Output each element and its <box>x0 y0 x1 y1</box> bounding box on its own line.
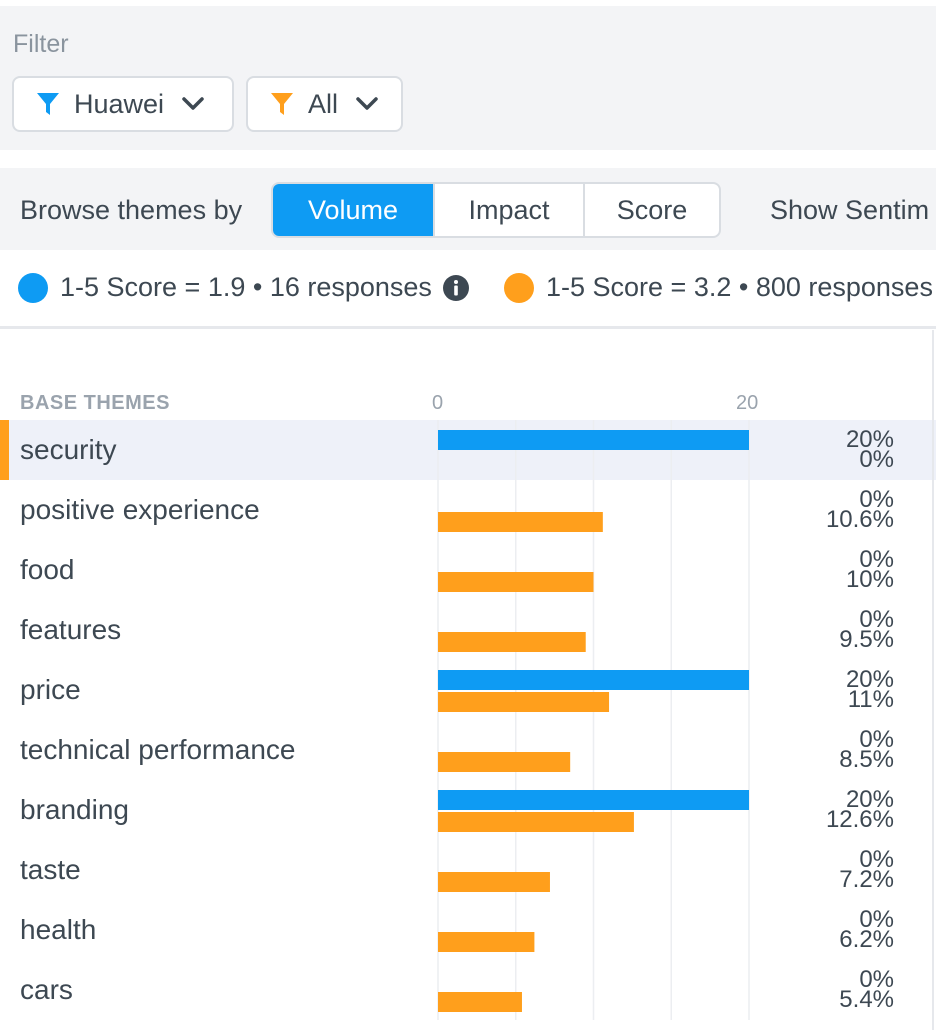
bar-orange[interactable] <box>438 632 586 652</box>
browse-mode-segmented-control: Volume Impact Score <box>271 182 721 238</box>
info-icon[interactable] <box>442 274 470 302</box>
show-sentiment-toggle[interactable]: Show Sentim <box>770 195 930 225</box>
theme-row[interactable]: cars 0% 5.4% <box>0 960 936 1020</box>
theme-label: positive experience <box>20 494 260 525</box>
theme-row[interactable]: food 0% 10% <box>0 540 936 600</box>
bar-blue[interactable] <box>438 790 749 810</box>
chart-bars-svg <box>437 330 934 1030</box>
value-label: 10% <box>845 566 894 593</box>
legend-dot-blue <box>18 272 48 303</box>
legend-text: 1-5 Score = 1.9 • 16 responses <box>60 272 432 302</box>
bar-orange[interactable] <box>438 812 634 832</box>
browse-themes-label: Browse themes by <box>20 195 243 225</box>
value-label: 10.6% <box>825 506 894 533</box>
value-label: 7.2% <box>839 866 894 893</box>
value-label: 0% <box>859 446 894 473</box>
x-axis-tick: 0 <box>432 392 444 414</box>
filter-icon <box>34 90 62 118</box>
volume-button[interactable]: Volume <box>273 184 435 236</box>
theme-row[interactable]: features 0% 9.5% <box>0 600 936 660</box>
value-label: 20% <box>845 426 894 453</box>
value-label: 0% <box>859 606 894 633</box>
filter-label: Filter <box>13 30 69 58</box>
chevron-down-icon <box>180 91 206 117</box>
score-button[interactable]: Score <box>616 194 688 225</box>
theme-bar-chart: BASE THEMES 0 20 security 20% 0% positive e… <box>0 330 936 1030</box>
bar-orange[interactable] <box>438 932 535 952</box>
filter-panel: Filter Huawei All <box>0 6 936 150</box>
bar-orange[interactable] <box>438 512 603 532</box>
theme-label: security <box>20 434 117 465</box>
theme-row[interactable]: branding 20% 12.6% <box>0 780 936 840</box>
theme-label: branding <box>20 794 129 825</box>
bar-orange[interactable] <box>438 692 610 712</box>
value-label: 0% <box>859 486 894 513</box>
bar-orange[interactable] <box>438 752 571 772</box>
chart-legend: 1-5 Score = 1.9 • 16 responses 1-5 Score… <box>0 262 936 318</box>
theme-label: price <box>20 674 81 705</box>
value-label: 0% <box>859 846 894 873</box>
theme-label: features <box>20 614 122 645</box>
divider <box>0 326 936 329</box>
value-label: 5.4% <box>839 986 894 1013</box>
theme-row[interactable]: health 0% 6.2% <box>0 900 936 960</box>
bar-blue[interactable] <box>438 670 749 690</box>
filter-dropdown-label: Huawei <box>74 88 165 119</box>
value-label: 0% <box>859 906 894 933</box>
bar-blue[interactable] <box>438 430 749 450</box>
browse-toolbar: Browse themes by Volume Impact Score Sho… <box>0 168 936 250</box>
theme-label: taste <box>20 854 81 885</box>
filter-dropdown-label: All <box>308 88 339 119</box>
base-themes-header: BASE THEMES <box>20 392 170 414</box>
filter-icon <box>268 90 296 118</box>
legend-item-series-2: 1-5 Score = 3.2 • 800 responses <box>504 272 933 303</box>
value-label: 6.2% <box>839 926 894 953</box>
filter-dropdown-all[interactable]: All <box>246 76 403 132</box>
theme-row[interactable]: taste 0% 7.2% <box>0 840 936 900</box>
value-label: 12.6% <box>825 806 894 833</box>
value-label: 20% <box>845 786 894 813</box>
x-axis-tick: 20 <box>736 392 759 414</box>
theme-label: health <box>20 914 97 945</box>
value-label: 0% <box>859 726 894 753</box>
value-label: 20% <box>845 666 894 693</box>
theme-label: technical performance <box>20 734 296 765</box>
value-label: 11% <box>847 686 894 713</box>
legend-text: 1-5 Score = 3.2 • 800 responses <box>546 272 933 302</box>
impact-button[interactable]: Impact <box>435 184 585 236</box>
bar-orange[interactable] <box>438 992 522 1012</box>
bar-orange[interactable] <box>438 572 594 592</box>
bar-orange[interactable] <box>438 872 550 892</box>
filter-dropdown-huawei[interactable]: Huawei <box>12 76 234 132</box>
theme-row[interactable]: positive experience 0% 10.6% <box>0 480 936 540</box>
chevron-down-icon <box>354 91 380 117</box>
value-label: 8.5% <box>839 746 894 773</box>
theme-row[interactable]: price 20% 11% <box>0 660 936 720</box>
selected-row-marker <box>0 420 9 480</box>
value-label: 9.5% <box>839 626 894 653</box>
legend-dot-orange <box>504 272 534 303</box>
value-label: 0% <box>859 966 894 993</box>
legend-item-series-1: 1-5 Score = 1.9 • 16 responses <box>18 272 470 303</box>
theme-label: food <box>20 554 75 585</box>
theme-label: cars <box>20 974 73 1005</box>
theme-row[interactable]: technical performance 0% 8.5% <box>0 720 936 780</box>
value-label: 0% <box>859 546 894 573</box>
